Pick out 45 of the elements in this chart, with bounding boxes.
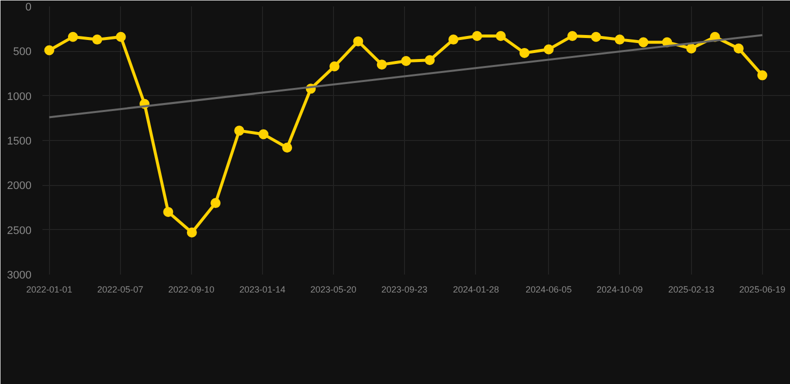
y-tick-label: 2500: [7, 224, 32, 237]
point: [116, 32, 126, 42]
point: [567, 30, 578, 41]
y-tick-label: 1000: [7, 90, 32, 103]
y-tick-label: 0: [25, 2, 32, 14]
point: [472, 30, 482, 41]
x-tick-label: 2023-09-23: [381, 284, 428, 294]
point: [614, 34, 625, 45]
point: [68, 32, 78, 42]
point: [544, 44, 554, 54]
x-tick-label: 2024-01-28: [452, 284, 499, 294]
point: [734, 43, 744, 54]
x-tick-label: 2022-09-10: [168, 284, 214, 294]
x-tick-label: 2025-06-19: [739, 284, 786, 294]
x-tick-label: 2023-05-20: [310, 284, 356, 294]
point: [282, 142, 292, 153]
point: [448, 34, 458, 45]
x-tick-label: 2024-06-05: [526, 284, 572, 294]
point: [638, 37, 648, 48]
y-tick-label: 500: [13, 46, 32, 58]
x-tick-label: 2025-02-13: [668, 284, 714, 294]
point: [401, 56, 412, 66]
x-tick-label: 2024-10-09: [596, 284, 643, 294]
point: [329, 61, 340, 72]
x-tick-label: 2022-01-01: [26, 284, 72, 294]
point: [210, 198, 221, 208]
y-tick-label: 2000: [7, 180, 32, 192]
point: [258, 129, 268, 140]
point: [234, 126, 244, 136]
point: [92, 34, 102, 45]
point: [757, 70, 768, 80]
point: [44, 45, 54, 56]
point: [519, 48, 530, 58]
point: [424, 55, 435, 66]
point: [163, 206, 174, 217]
x-tick-label: 2022-05-07: [97, 284, 144, 294]
point: [686, 43, 696, 54]
x-tick-label: 2023-01-14: [239, 284, 286, 294]
y-tick-label: 1500: [7, 136, 32, 148]
point: [186, 228, 197, 238]
point: [496, 30, 506, 41]
point: [591, 32, 602, 42]
y-tick-label: 3000: [7, 270, 32, 282]
point: [353, 36, 364, 46]
point: [376, 60, 387, 70]
